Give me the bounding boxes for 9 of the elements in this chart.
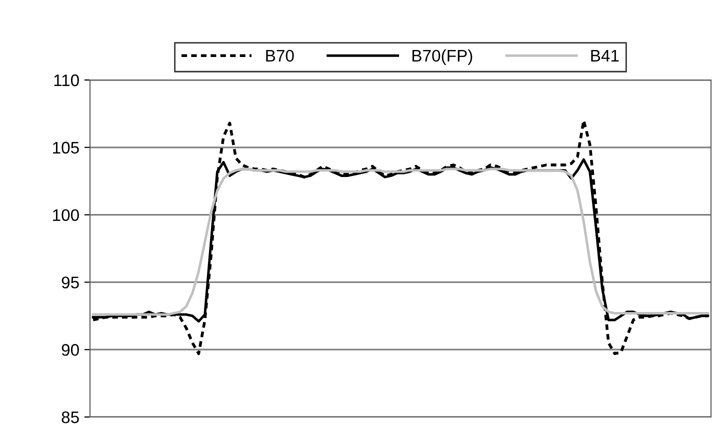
legend-label: B70(FP) xyxy=(412,49,472,65)
y-tick-label: 100 xyxy=(53,209,79,222)
legend-label: B41 xyxy=(591,50,619,62)
legend-label: B70 xyxy=(266,50,294,62)
y-tick-label: 85 xyxy=(62,411,79,424)
y-tick-label: 95 xyxy=(62,276,79,288)
y-tick-label: 105 xyxy=(53,142,79,154)
y-tick-label: 90 xyxy=(62,344,79,356)
y-tick-label: 110 xyxy=(54,74,79,86)
